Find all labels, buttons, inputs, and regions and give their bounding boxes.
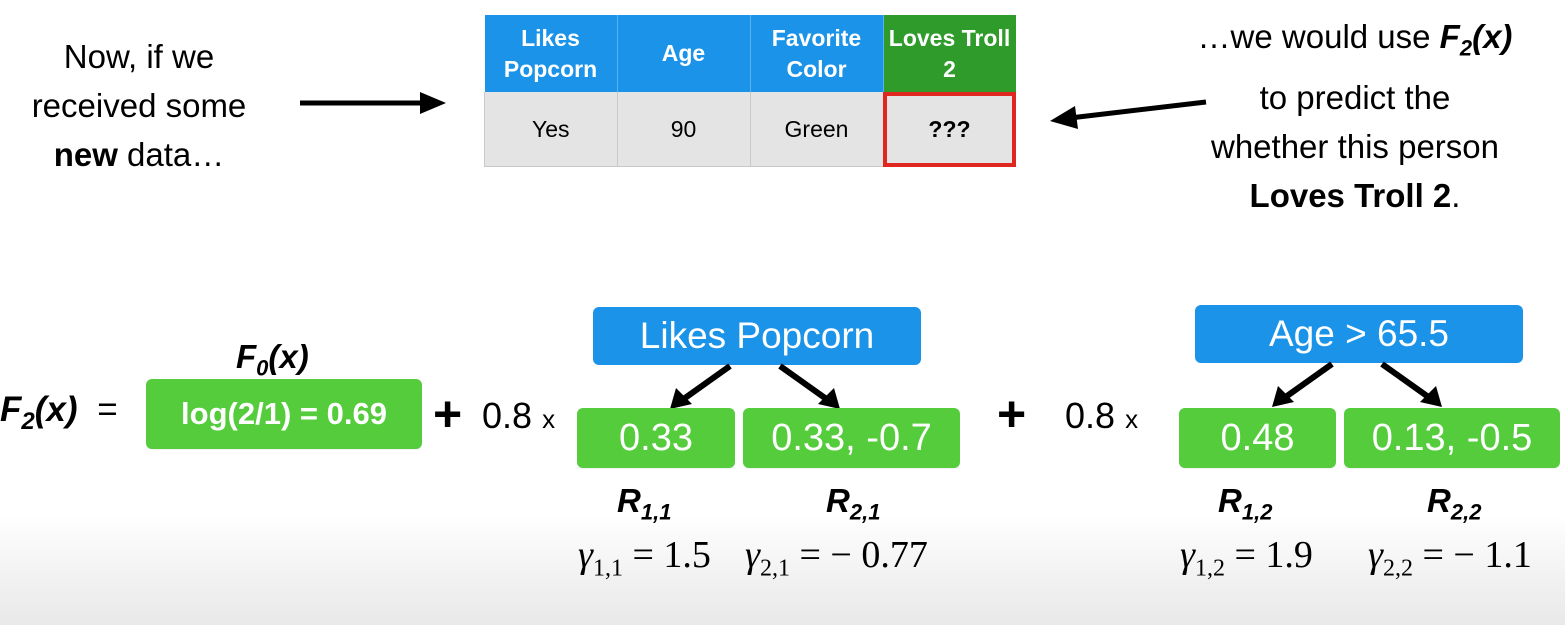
outro-period: . [1451,176,1461,214]
unknown-target-cell: ??? [883,92,1016,167]
table-header-cell: Age [617,15,751,92]
gamma-value: = − 1.1 [1422,534,1532,576]
outro-line-4: Loves Troll 2. [1140,171,1565,220]
times-sign: x [542,404,556,434]
tree1-left-region: R1,1 [617,482,671,526]
tree1-left-leaf: 0.33 [577,408,735,468]
table-row: Yes 90 Green ??? [484,92,1016,167]
gamma-sub: 1,2 [1194,555,1225,582]
intro-line-2: received some [31,87,247,124]
gamma-value: = 1.5 [632,534,711,576]
table-header-cell: Favorite Color [750,15,884,92]
intro-new-word: new [53,136,118,173]
region-name: R [617,482,641,519]
f0-func: F [236,338,257,375]
f0-label: F0(x) [236,338,309,382]
times-sign: x [1125,404,1139,434]
lhs-func-sub: 2 [21,408,35,435]
tree1-left-gamma: γ1,1 = 1.5 [578,534,711,582]
intro-line-3: new data… [0,130,278,179]
f0-func-arg: (x) [268,338,309,375]
region-sub: 2,1 [849,499,881,525]
tree2-right-region: R2,2 [1427,482,1481,526]
table-cell: Green [750,92,884,167]
equation-lhs: F2(x) = [0,390,118,436]
outro-func-sub: 2 [1459,35,1473,61]
tree1-root-node: Likes Popcorn [593,307,921,365]
learning-rate-value: 0.8 [482,395,533,436]
new-data-table: Likes Popcorn Age Favorite Color Loves T… [484,15,1016,167]
learning-rate-1: 0.8 x [482,395,555,437]
outro-target-name: Loves Troll 2 [1249,176,1452,214]
lhs-func: F [0,390,22,429]
tree2-left-region: R1,2 [1218,482,1272,526]
equals-sign: = [97,390,118,429]
outro-line-1-text: …we would use [1197,18,1440,55]
tree1-right-region: R2,1 [826,482,880,526]
arrow-right-icon [300,92,446,114]
table-cell: 90 [617,92,751,167]
region-name: R [826,482,850,519]
tree2-right-leaf: 0.13, -0.5 [1344,408,1560,468]
table-header-cell: Likes Popcorn [484,15,618,92]
lhs-func-arg: (x) [34,390,78,429]
gamma-sub: 2,1 [759,555,790,582]
learning-rate-2: 0.8 x [1065,395,1138,437]
table-header-row: Likes Popcorn Age Favorite Color Loves T… [484,15,1016,92]
tree1-right-leaf: 0.33, -0.7 [743,408,960,468]
gamma-sub: 2,2 [1382,555,1413,582]
outro-func: F [1439,18,1460,55]
tree2-root-node: Age > 65.5 [1195,305,1523,363]
region-sub: 1,2 [1241,499,1273,525]
tree1-branch-arrows-icon [670,363,840,409]
outro-line-2: to predict the [1259,78,1451,116]
outro-line-1: …we would use F2(x) [1140,12,1565,73]
region-name: R [1427,482,1451,519]
tree2-branch-arrows-icon [1272,361,1442,407]
intro-line-1: Now, if we [63,38,215,75]
region-sub: 2,2 [1450,499,1482,525]
tree2-right-gamma: γ2,2 = − 1.1 [1368,534,1532,582]
region-sub: 1,1 [640,499,672,525]
table-header-cell-target: Loves Troll 2 [883,15,1016,92]
tree2-left-gamma: γ1,2 = 1.9 [1180,534,1313,582]
plus-sign: + [997,386,1027,442]
tree2-left-leaf: 0.48 [1179,408,1336,468]
learning-rate-value: 0.8 [1065,395,1116,436]
outro-func-arg: (x) [1472,18,1513,55]
arrow-left-icon [1050,99,1207,129]
intro-line-3-rest: data… [117,136,225,173]
gamma-sub: 1,1 [592,555,623,582]
gamma-value: = − 0.77 [799,534,928,576]
table-cell: Yes [484,92,618,167]
outro-text: …we would use F2(x) to predict the wheth… [1140,12,1565,220]
intro-text: Now, if we received some new data… [0,32,278,179]
region-name: R [1218,482,1242,519]
tree1-right-gamma: γ2,1 = − 0.77 [745,534,928,582]
gamma-value: = 1.9 [1234,534,1313,576]
f0-func-sub: 0 [256,355,269,381]
plus-sign: + [433,386,463,442]
outro-line-3: whether this person [1211,127,1499,165]
initial-prediction-box: log(2/1) = 0.69 [146,379,422,449]
